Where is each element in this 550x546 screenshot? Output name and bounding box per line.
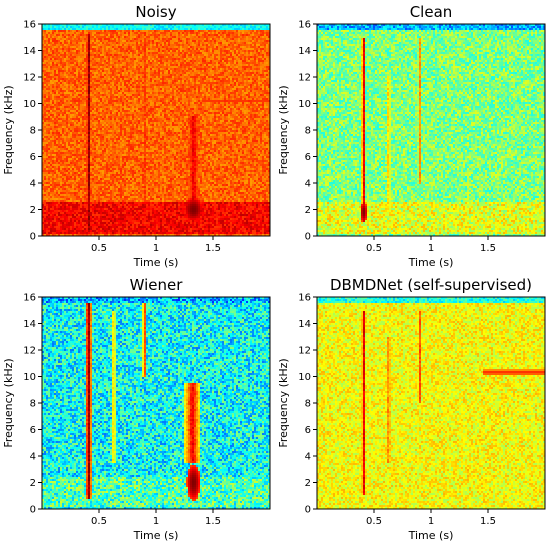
y-tick-label: 6 <box>30 152 36 163</box>
x-axis-label: Time (s) <box>133 256 179 269</box>
y-axis-label: Frequency (kHz) <box>277 85 290 174</box>
y-tick-label: 0 <box>30 232 36 243</box>
y-tick-label: 14 <box>298 319 311 330</box>
spectrogram-panel-wiener: Wiener 0 2 4 6 8 10 12 14 16 0.5 1 1.5 Time (s) Freque… <box>0 273 275 546</box>
y-axis-label: Frequency (kHz) <box>2 85 15 174</box>
y-tick-label: 10 <box>298 372 311 383</box>
chart-title: Wiener <box>130 276 184 294</box>
spectrogram-raster <box>42 297 270 509</box>
x-tick-label: 1.5 <box>205 516 221 527</box>
y-tick-label: 6 <box>305 425 311 436</box>
y-tick-label: 12 <box>298 346 311 357</box>
y-tick-label: 14 <box>23 319 36 330</box>
x-tick-label: 1 <box>153 516 159 527</box>
x-tick-label: 0.5 <box>366 243 382 254</box>
y-tick-label: 8 <box>30 399 36 410</box>
y-tick-label: 2 <box>30 205 36 216</box>
y-tick-label: 2 <box>30 478 36 489</box>
x-tick-label: 1 <box>153 243 159 254</box>
y-tick-label: 16 <box>298 20 311 31</box>
y-tick-label: 4 <box>305 179 311 190</box>
y-tick-label: 12 <box>298 73 311 84</box>
y-tick-label: 10 <box>23 372 36 383</box>
chart-title: Noisy <box>135 3 176 21</box>
y-tick-label: 0 <box>305 505 311 516</box>
y-tick-label: 6 <box>305 152 311 163</box>
x-tick-label: 1.5 <box>205 243 221 254</box>
y-tick-label: 2 <box>305 478 311 489</box>
y-tick-label: 16 <box>23 20 36 31</box>
x-tick-label: 1 <box>428 516 434 527</box>
y-tick-label: 4 <box>30 179 36 190</box>
spectrogram-heatmap <box>42 24 270 236</box>
y-tick-label: 14 <box>23 46 36 57</box>
y-tick-label: 16 <box>23 293 36 304</box>
x-tick-label: 0.5 <box>91 243 107 254</box>
spectrogram-heatmap <box>317 297 545 509</box>
x-axis-label: Time (s) <box>133 529 179 542</box>
chart-title: DBMDNet (self-supervised) <box>330 276 532 294</box>
x-tick-label: 0.5 <box>366 516 382 527</box>
spectrogram-raster <box>317 297 545 509</box>
x-axis-label: Time (s) <box>408 529 454 542</box>
y-tick-label: 2 <box>305 205 311 216</box>
spectrogram-raster <box>42 24 270 236</box>
y-tick-label: 10 <box>298 99 311 110</box>
y-tick-label: 16 <box>298 293 311 304</box>
y-tick-label: 8 <box>30 126 36 137</box>
y-tick-label: 0 <box>305 232 311 243</box>
y-tick-label: 8 <box>305 126 311 137</box>
y-tick-label: 10 <box>23 99 36 110</box>
spectrogram-panel-dbmdnet: DBMDNet (self-supervised) 0 2 4 6 8 10 12 14 16 0.… <box>275 273 550 546</box>
spectrogram-heatmap <box>42 297 270 509</box>
y-tick-label: 6 <box>30 425 36 436</box>
spectrogram-raster <box>317 24 545 236</box>
spectrogram-panel-noisy: Noisy 0 2 4 6 8 10 12 14 16 0.5 1 1.5 Time (s) Frequen… <box>0 0 275 273</box>
x-tick-label: 1 <box>428 243 434 254</box>
chart-title: Clean <box>410 3 453 21</box>
spectrogram-chart: DBMDNet (self-supervised) 0 2 4 6 8 10 12 14 16 0.… <box>277 276 546 542</box>
spectrogram-chart: Clean 0 2 4 6 8 10 12 14 16 0.5 1 1.5 Time (s) Frequen… <box>277 3 546 269</box>
y-tick-label: 4 <box>30 452 36 463</box>
x-tick-label: 1.5 <box>480 243 496 254</box>
spectrogram-heatmap <box>317 24 545 236</box>
spectrogram-panel-clean: Clean 0 2 4 6 8 10 12 14 16 0.5 1 1.5 Time (s) Frequen… <box>275 0 550 273</box>
y-tick-label: 12 <box>23 346 36 357</box>
y-tick-label: 0 <box>30 505 36 516</box>
y-tick-label: 14 <box>298 46 311 57</box>
y-tick-label: 12 <box>23 73 36 84</box>
y-axis-label: Frequency (kHz) <box>277 358 290 447</box>
x-tick-label: 0.5 <box>91 516 107 527</box>
y-axis-label: Frequency (kHz) <box>2 358 15 447</box>
spectrogram-chart: Noisy 0 2 4 6 8 10 12 14 16 0.5 1 1.5 Time (s) Frequen… <box>2 3 271 269</box>
y-tick-label: 4 <box>305 452 311 463</box>
spectrogram-chart: Wiener 0 2 4 6 8 10 12 14 16 0.5 1 1.5 Time (s) Freque… <box>2 276 271 542</box>
y-tick-label: 8 <box>305 399 311 410</box>
x-tick-label: 1.5 <box>480 516 496 527</box>
x-axis-label: Time (s) <box>408 256 454 269</box>
